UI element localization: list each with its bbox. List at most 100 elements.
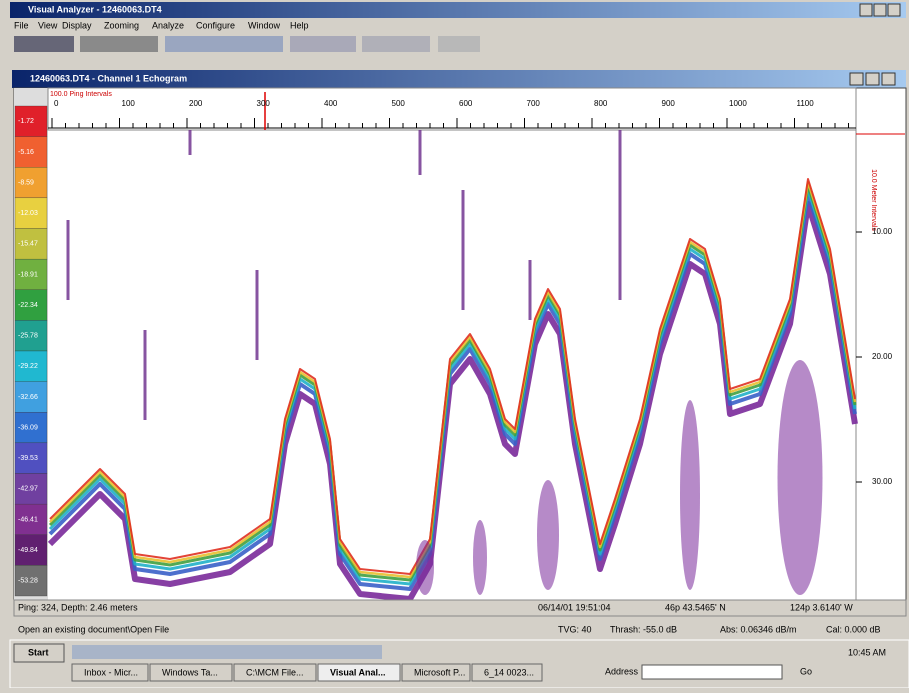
color-swatch: [14, 320, 48, 352]
start-label[interactable]: Start: [28, 647, 49, 657]
color-swatch: [14, 197, 48, 229]
color-scale-label: -49.84: [18, 547, 38, 554]
color-scale-label: -53.28: [18, 578, 38, 585]
color-swatch: [14, 503, 48, 535]
ping-tick-label: 700: [527, 99, 541, 108]
status-abs: Abs: 0.06346 dB/m: [720, 624, 797, 634]
task-button[interactable]: [71, 663, 149, 682]
ping-tick-label: 200: [189, 99, 203, 108]
status-thresh: Thrash: -55.0 dB: [610, 624, 677, 634]
task-button[interactable]: [317, 663, 401, 682]
clock: 10:45 AM: [848, 647, 886, 657]
menu-item[interactable]: Window: [248, 20, 281, 30]
task-button-label[interactable]: Microsoft P...: [414, 667, 465, 677]
go-label[interactable]: Go: [800, 666, 812, 676]
color-swatch: [14, 473, 48, 505]
child-window-button[interactable]: [849, 72, 864, 86]
task-button[interactable]: [233, 663, 317, 682]
ping-axis-label: 100.0 Ping Intervals: [50, 91, 112, 98]
status-cal: Cal: 0.000 dB: [826, 624, 881, 634]
color-swatch: [14, 565, 48, 597]
status-bar: [13, 599, 907, 617]
status-latitude: 46p 43.5465' N: [665, 602, 726, 612]
ping-tick-label: 100: [122, 99, 136, 108]
child-window-button[interactable]: [865, 72, 880, 86]
color-scale-label: -18.91: [18, 271, 38, 278]
task-button-label[interactable]: 6_14 0023...: [484, 667, 534, 677]
color-scale-label: -8.59: [18, 179, 34, 186]
echo-clutter: [537, 480, 559, 590]
depth-tick-label: 30.00: [872, 477, 893, 486]
title-bar: [10, 2, 906, 18]
color-scale-label: -5.16: [18, 149, 34, 156]
color-swatch: [14, 442, 48, 474]
status-longitude: 124p 3.6140' W: [790, 602, 853, 612]
menu-item[interactable]: View: [38, 20, 58, 30]
window-button[interactable]: [887, 3, 901, 17]
menu-item[interactable]: Zooming: [104, 20, 139, 30]
status-datetime: 06/14/01 19:51:04: [538, 602, 611, 612]
depth-tick-label: 20.00: [872, 352, 893, 361]
color-scale-label: -39.53: [18, 455, 38, 462]
ping-tick-label: 300: [257, 99, 271, 108]
color-scale-label: -42.97: [18, 486, 38, 493]
color-scale-label: -32.66: [18, 394, 38, 401]
menu-item[interactable]: File: [14, 20, 29, 30]
ping-tick-label: 800: [594, 99, 608, 108]
ping-tick-label: 900: [662, 99, 676, 108]
window-button[interactable]: [859, 3, 873, 17]
ping-tick-label: 400: [324, 99, 338, 108]
ping-tick-label: 0: [54, 99, 59, 108]
toolbar: [14, 36, 480, 52]
color-scale-label: -12.03: [18, 210, 38, 217]
echo-clutter: [416, 540, 434, 595]
depth-tick-label: 10.00: [872, 227, 893, 236]
echo-clutter: [680, 400, 700, 590]
ping-tick-label: 500: [392, 99, 406, 108]
color-swatch: [14, 105, 48, 137]
address-label: Address: [605, 666, 639, 676]
task-button-label[interactable]: C:\MCM File...: [246, 667, 304, 677]
color-swatch: [14, 136, 48, 168]
task-button[interactable]: [401, 663, 471, 682]
child-window-button[interactable]: [881, 72, 896, 86]
seabed-echo: [49, 178, 856, 575]
color-swatch: [14, 534, 48, 566]
task-button-label[interactable]: Windows Ta...: [162, 667, 218, 677]
task-button-label[interactable]: Inbox - Micr...: [84, 667, 138, 677]
color-swatch: [14, 289, 48, 321]
color-swatch: [14, 167, 48, 199]
window-title: Visual Analyzer - 12460063.DT4: [28, 4, 162, 14]
address-box[interactable]: [641, 664, 783, 680]
color-swatch: [14, 381, 48, 413]
color-scale-label: -22.34: [18, 302, 38, 309]
color-scale-label: -1.72: [18, 118, 34, 125]
window-button[interactable]: [873, 3, 887, 17]
child-title-bar: [12, 70, 906, 88]
menu-item[interactable]: Analyze: [152, 20, 184, 30]
color-scale-label: -46.41: [18, 516, 38, 523]
task-button[interactable]: [471, 663, 543, 682]
menu-item[interactable]: Help: [290, 20, 309, 30]
menu-item[interactable]: Display: [62, 20, 92, 30]
task-button[interactable]: [149, 663, 233, 682]
depth-axis-label: 10.0 Meter Intervals: [870, 169, 877, 231]
start-button[interactable]: [13, 643, 65, 663]
echogram-title: 12460063.DT4 - Channel 1 Echogram: [30, 73, 187, 83]
color-swatch: [14, 412, 48, 444]
quick-launch: [72, 645, 382, 659]
color-swatch: [14, 350, 48, 382]
seabed-echo: [47, 201, 858, 602]
ruler: [47, 87, 857, 131]
ping-tick-label: 600: [459, 99, 473, 108]
status-tvg: TVG: 40: [558, 624, 592, 634]
echogram-frame: [13, 87, 907, 601]
echogram-image: [47, 130, 858, 602]
color-scale-label: -25.78: [18, 333, 38, 340]
task-button-label[interactable]: Visual Anal...: [330, 667, 386, 677]
menu-item[interactable]: Configure: [196, 20, 235, 30]
ping-tick-label: 1100: [797, 99, 815, 108]
ping-tick-label: 1000: [729, 99, 747, 108]
